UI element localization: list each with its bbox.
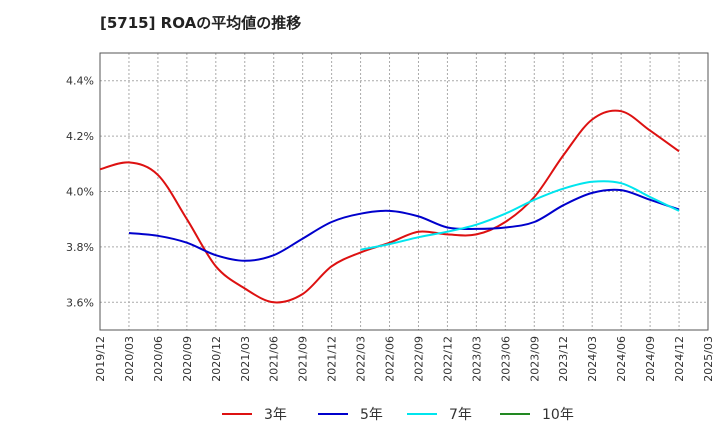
y-tick-label: 4.4% [66, 75, 94, 88]
legend-label: 7年 [449, 407, 472, 423]
x-tick-label: 2020/03 [123, 336, 136, 382]
x-tick-label: 2022/09 [412, 336, 425, 382]
y-tick-label: 3.8% [66, 241, 94, 254]
x-tick-label: 2025/03 [702, 336, 715, 382]
legend-label: 10年 [542, 407, 574, 423]
y-tick-label: 4.0% [66, 186, 94, 199]
y-tick-label: 3.6% [66, 296, 94, 309]
x-tick-label: 2021/12 [326, 336, 339, 382]
chart-title: [5715] ROAの平均値の推移 [100, 14, 302, 32]
x-tick-label: 2023/09 [528, 336, 541, 382]
x-tick-label: 2019/12 [94, 336, 107, 382]
x-tick-label: 2020/12 [210, 336, 223, 382]
y-tick-label: 4.2% [66, 130, 94, 143]
series-line-2 [128, 188, 680, 262]
x-tick-label: 2021/09 [297, 336, 310, 382]
grid-layer [99, 53, 709, 330]
series-line-3 [360, 180, 680, 251]
x-tick-label: 2021/03 [239, 336, 252, 382]
x-tick-label: 2023/03 [470, 336, 483, 382]
series-layer [99, 109, 680, 304]
legend: 3年 5年 7年 10年 [222, 407, 574, 423]
plot-frame [99, 52, 709, 331]
x-tick-label: 2023/06 [499, 336, 512, 382]
x-tick-label: 2024/03 [586, 336, 599, 382]
x-tick-label: 2022/12 [441, 336, 454, 382]
x-tick-label: 2020/09 [181, 336, 194, 382]
series-line-1 [99, 109, 680, 304]
x-tick-label: 2022/03 [355, 336, 368, 382]
x-tick-label: 2021/06 [268, 336, 281, 382]
x-tick-label: 2024/06 [615, 336, 628, 382]
y-axis-ticks: 3.6% 3.8% 4.0% 4.2% 4.4% [66, 75, 94, 310]
legend-label: 3年 [264, 407, 287, 423]
x-tick-label: 2024/09 [644, 336, 657, 382]
x-axis-ticks: 2019/12 2020/03 2020/06 2020/09 2020/12 2021/… [94, 336, 715, 382]
x-tick-label: 2023/12 [557, 336, 570, 382]
x-tick-label: 2024/12 [673, 336, 686, 382]
x-tick-label: 2022/06 [384, 336, 397, 382]
legend-label: 5年 [360, 407, 383, 423]
x-tick-label: 2020/06 [152, 336, 165, 382]
